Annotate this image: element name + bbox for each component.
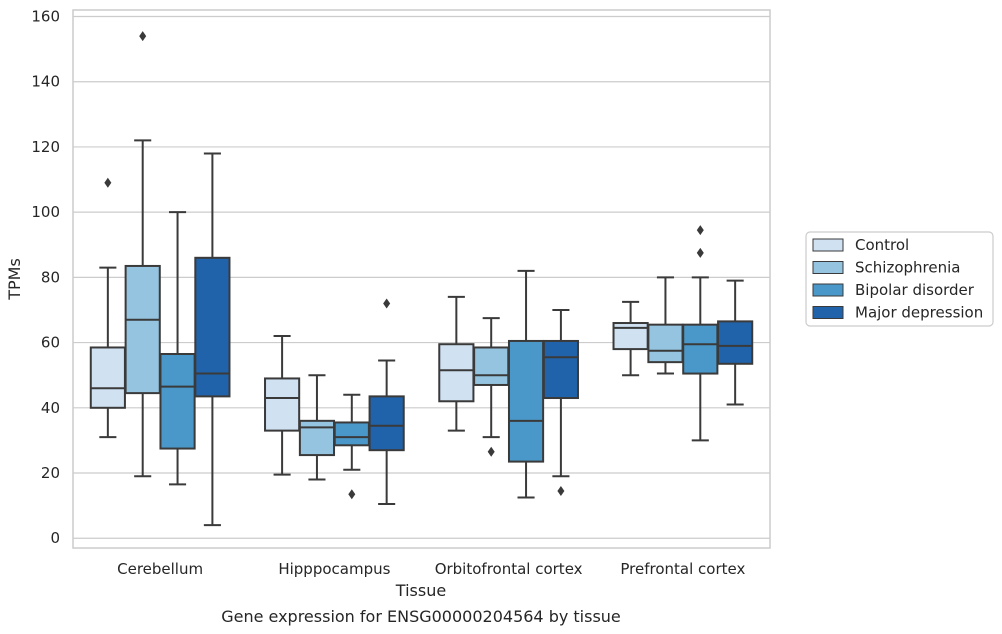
outlier-point <box>139 31 147 42</box>
box-1-3 <box>368 298 405 505</box>
x-tick-label: Hipppocampus <box>278 560 390 578</box>
box-body <box>647 323 684 364</box>
y-axis: 0 20 40 60 80 100 120 140 160 <box>31 8 60 548</box>
box-2-2 <box>507 269 545 499</box>
y-tick-label: 100 <box>31 203 60 221</box>
box-3-0 <box>612 300 649 377</box>
box-1-2 <box>333 393 370 500</box>
box-body <box>438 343 475 403</box>
outlier-point <box>104 177 112 188</box>
box-0-2 <box>159 211 196 486</box>
box-0-1 <box>124 31 161 478</box>
legend-entry: Bipolar disorder <box>855 281 975 299</box>
outlier-point <box>348 489 356 500</box>
y-tick-label: 20 <box>41 464 60 482</box>
box-body <box>124 264 161 395</box>
box-2-3 <box>542 308 579 496</box>
legend-swatch <box>812 283 844 297</box>
outlier-point <box>696 247 704 258</box>
x-tick-label: Orbitofrontal cortex <box>435 560 583 578</box>
box-body <box>368 395 405 452</box>
box-2-0 <box>438 295 475 432</box>
chart-caption: Gene expression for ENSG00000204564 by t… <box>221 607 621 626</box>
outlier-point <box>557 485 565 496</box>
legend-swatch <box>812 306 844 319</box>
box-body <box>298 419 336 457</box>
plot-frame <box>72 9 771 549</box>
box-body <box>507 339 545 463</box>
box-3-2 <box>682 225 719 442</box>
legend-entry: Major depression <box>855 304 983 322</box>
box-body <box>194 256 231 398</box>
box-body <box>89 346 126 409</box>
y-tick-label: 80 <box>41 268 60 286</box>
box-body <box>542 339 579 400</box>
box-body <box>333 421 370 447</box>
box-1-1 <box>298 374 336 481</box>
box-body <box>717 320 754 365</box>
y-tick-label: 40 <box>41 399 60 417</box>
box-body <box>682 323 719 375</box>
box-1-0 <box>264 335 301 476</box>
box-body <box>159 352 196 450</box>
y-axis-label: TPMs <box>5 258 24 301</box>
box-body <box>264 377 301 432</box>
y-tick-label: 60 <box>41 334 60 352</box>
outlier-point <box>696 225 704 236</box>
legend-entry: Schizophrenia <box>855 259 960 277</box>
boxes <box>89 31 754 527</box>
x-axis: Cerebellum Hipppocampus Orbitofrontal cort… <box>117 560 745 578</box>
legend-entry: Control <box>855 236 909 254</box>
x-tick-label: Prefrontal cortex <box>620 560 745 578</box>
y-tick-label: 160 <box>31 8 60 26</box>
y-tick-label: 140 <box>31 73 60 91</box>
outlier-point <box>383 298 391 309</box>
x-axis-label: Tissue <box>395 581 446 600</box>
x-tick-label: Cerebellum <box>117 560 203 578</box>
box-3-3 <box>717 279 754 406</box>
legend-swatch <box>812 261 844 274</box>
outlier-point <box>487 446 495 457</box>
box-body <box>473 346 510 386</box>
y-tick-label: 120 <box>31 138 60 156</box>
box-0-3 <box>194 152 231 527</box>
y-tick-label: 0 <box>50 529 60 547</box>
legend-box <box>805 231 994 327</box>
legend: Control Schizophrenia Bipolar disorder Majo… <box>805 231 994 327</box>
box-0-0 <box>89 177 126 439</box>
legend-swatch <box>812 238 844 252</box>
